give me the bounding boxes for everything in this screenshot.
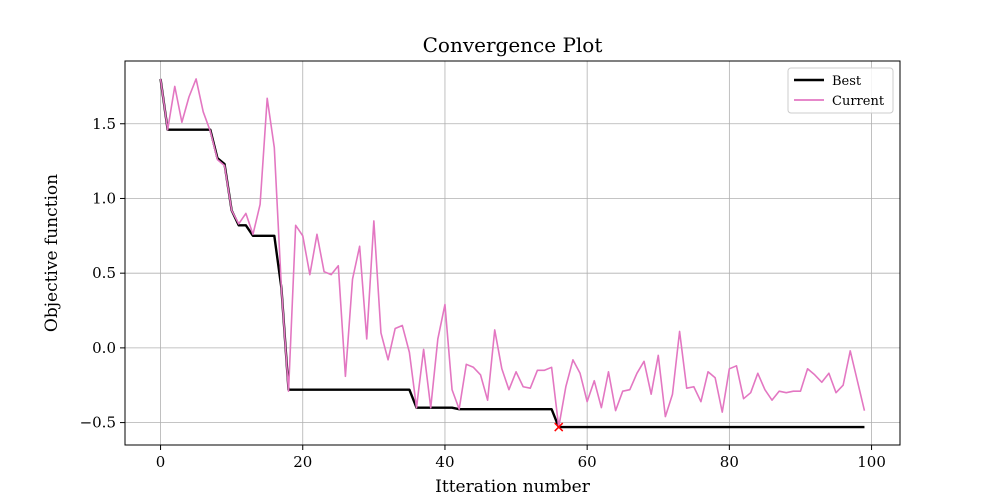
y-tick-label: −0.5 [80,414,116,432]
chart-title: Convergence Plot [423,33,603,57]
x-tick-label: 80 [720,453,739,471]
x-tick-label: 20 [293,453,312,471]
x-axis-label: Itteration number [435,477,591,497]
tick-layer: 0 20 40 60 80 100 −0.5 0.0 0.5 1.0 1.5 [80,115,886,471]
series-line-current [159,78,866,428]
legend-label-best: Best [832,74,862,89]
y-tick-label: 0.5 [92,264,116,282]
x-tick-label: 0 [156,453,166,471]
series-line-best [159,78,865,429]
grid-layer [125,61,900,445]
plot-frame [124,60,901,446]
x-tick-label: 100 [857,453,886,471]
x-tick-label: 60 [578,453,597,471]
y-tick-label: 1.5 [92,115,116,133]
marker-layer [554,422,564,432]
y-tick-label: 0.0 [92,339,116,357]
legend: Best Current [787,67,894,114]
x-tick-label: 40 [435,453,454,471]
legend-label-current: Current [832,94,885,109]
marker-stroke [554,422,564,432]
series-layer [159,78,866,429]
y-axis-label: Objective function [42,174,62,332]
best-point-marker [554,422,564,432]
y-tick-label: 1.0 [92,189,116,207]
